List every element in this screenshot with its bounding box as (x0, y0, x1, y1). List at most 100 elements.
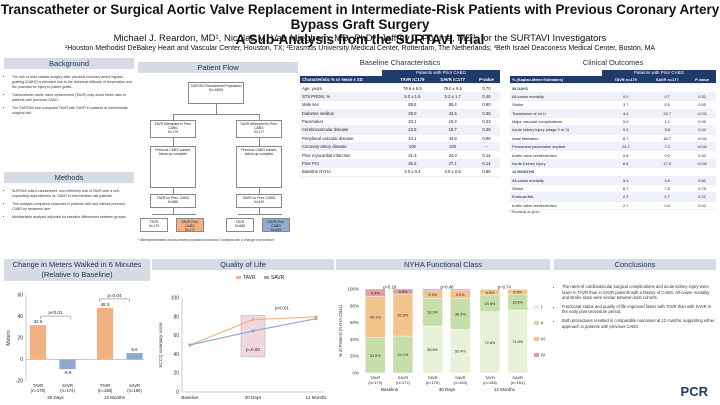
stacked-bar-segment (479, 288, 501, 291)
flow-box-tavr: TAVR Attempted in Prev. CABG N=179 (150, 120, 196, 138)
p-value-label: p<0.01 (275, 306, 289, 311)
flow-b2-n: N=177 (184, 228, 196, 233)
bar (96, 307, 114, 360)
y-tick-label: 80 (173, 314, 179, 320)
baseline-cell: 100 (392, 142, 433, 152)
clinical-cell: <0.01 (688, 109, 716, 118)
flow-savr-no-n: N=619 (253, 200, 265, 205)
baseline-cell: Prior PCI (300, 159, 393, 169)
p-value-label: p<0.01 (49, 310, 63, 315)
x-tick-label: (n=179) (368, 380, 383, 385)
baseline-cell: Coronary artery disease (300, 142, 393, 152)
bar-value-label: -8.9 (64, 370, 72, 375)
clinical-cell: 0.60 (688, 176, 716, 185)
legend-swatch (534, 321, 539, 325)
baseline-cell: 24.3 (432, 150, 473, 160)
patient-flow-heading: Patient Flow (138, 62, 298, 73)
baseline-cell: 44.1 (392, 134, 433, 144)
legend-label: TAVR (243, 275, 256, 281)
baseline-cell: -- (472, 142, 500, 152)
legend-swatch (534, 337, 539, 341)
flow-b4-label: SAVR Prev. CABG (267, 220, 285, 229)
clinical-header-cell: P-value (688, 76, 716, 85)
clinical-cell (605, 167, 647, 177)
baseline-cell: 43.8 (432, 134, 473, 144)
clinical-cell: Stroke (510, 184, 606, 194)
baseline-cell: 0.86 (472, 167, 500, 177)
clinical-cell: 24.7 (646, 109, 689, 118)
bar-value-label: 6.6 (131, 347, 138, 352)
y-tick-label: 20% (350, 354, 359, 359)
clinical-cell: All-cause mortality (510, 176, 606, 185)
baseline-cell: 0.29 (472, 125, 500, 135)
flow-savr-no-label: SAVR no Prev. CABG (242, 196, 276, 200)
data-point (251, 318, 255, 322)
x-tick-label: TAVR (485, 375, 495, 380)
baseline-cell: 15.3 (432, 117, 473, 127)
stacked-bar-segment (392, 288, 414, 295)
baseline-cell: 0.96 (472, 134, 500, 144)
meters-chart: -200204060Meters32.6TAVR(n=179)-8.9SAVR(… (6, 293, 144, 400)
baseline-cell: Prior myocardial infarction (300, 150, 393, 160)
methods-bullet: This analysis compared outcomes in patie… (12, 202, 134, 212)
clinical-cell: All-cause mortality (510, 92, 606, 102)
clinical-cell: 6.7 (605, 184, 647, 194)
clinical-cell: 0.05 (688, 117, 716, 127)
clinical-cell: 3.7 (605, 100, 647, 110)
flow-connector (259, 188, 260, 194)
x-tick-label: (n=163) (453, 380, 468, 385)
nyha-chart-title: NYHA Functional Class (336, 259, 550, 270)
clinical-cell: 6.6 (605, 159, 647, 169)
clinical-cell: 0.0 (646, 201, 689, 211)
clinical-cell: 0.7 (646, 92, 689, 102)
flow-tavr-detail: Previous CABG subset, follow-up complete (155, 148, 191, 157)
baseline-cell: 0.14 (472, 150, 500, 160)
baseline-cell: 0.90 (472, 100, 500, 110)
clinical-section: Clinical Outcomes Patients with Prior CA… (510, 58, 716, 214)
legend-swatch-savr (264, 276, 269, 279)
clinical-cell: <0.01 (688, 134, 716, 144)
flow-savr-label: SAVR Attempted in Prev. CABG (240, 122, 278, 131)
p-value-label: p=0.04 (108, 293, 122, 298)
baseline-cell: 3.0 ± 0.4 (392, 167, 433, 177)
background-list: The risk of redo cardiac surgery after p… (4, 75, 134, 116)
table-row: All-cause mortality 5.4 4.5 0.60 (510, 176, 716, 185)
flow-connector (259, 208, 260, 214)
clinical-cell: 7.5 (646, 184, 689, 194)
flow-tavr-no-n: N=685 (167, 200, 179, 205)
flow-savr-n: N=177 (253, 130, 265, 135)
segment-label: 33.3% (427, 311, 438, 315)
table-row: Baseline NYHA 3.0 ± 0.4 3.0 ± 0.5 0.86 (300, 167, 500, 177)
clinical-cell: 5.4 (605, 176, 647, 185)
background-heading: Background (4, 58, 134, 69)
baseline-cell: 5.2 ± 1.7 (432, 92, 473, 102)
y-tick-label: 60% (350, 320, 359, 325)
conclusion-bullet: Functional status and quality of life im… (562, 304, 716, 315)
background-bullet: The SURTAVI trial compared TAVR with SAV… (12, 106, 134, 116)
baseline-heading: Baseline Characteristics (359, 58, 441, 67)
clinical-cell: <0.01 (688, 159, 716, 169)
flow-connector (173, 138, 174, 146)
baseline-cell: 0.46 (472, 92, 500, 102)
segment-label: 19.6% (485, 302, 496, 306)
conclusions-heading: Conclusions (554, 259, 716, 270)
clinical-cell: 0.6 (605, 150, 647, 160)
y-axis-label: % of Patients (NYHA Class) (338, 305, 343, 357)
baseline-cell: 79.0 ± 6.5 (432, 83, 473, 93)
clinical-cell (688, 167, 716, 177)
baseline-cell: Diabetes mellitus (300, 109, 393, 118)
flow-connector (216, 104, 217, 114)
baseline-cell: 35.2 (392, 159, 433, 169)
baseline-cell: 23.5 (392, 125, 433, 135)
legend-label: III (541, 337, 545, 342)
segment-label: 55.6% (427, 348, 438, 352)
segment-label: 49.1% (370, 316, 381, 320)
x-tick-label: SAVR (455, 375, 466, 380)
clinical-footnote: * Bootstrap as given (510, 210, 540, 214)
stacked-bar-segment (450, 288, 471, 291)
clinical-cell: 0.0 (605, 92, 647, 102)
baseline-table: Characteristic % or mean ± SD TAVR n=179 S… (300, 76, 500, 177)
legend-label: II (541, 321, 544, 326)
y-tick-label: 80% (350, 303, 359, 308)
flow-b4-n: N=619 (270, 228, 282, 233)
